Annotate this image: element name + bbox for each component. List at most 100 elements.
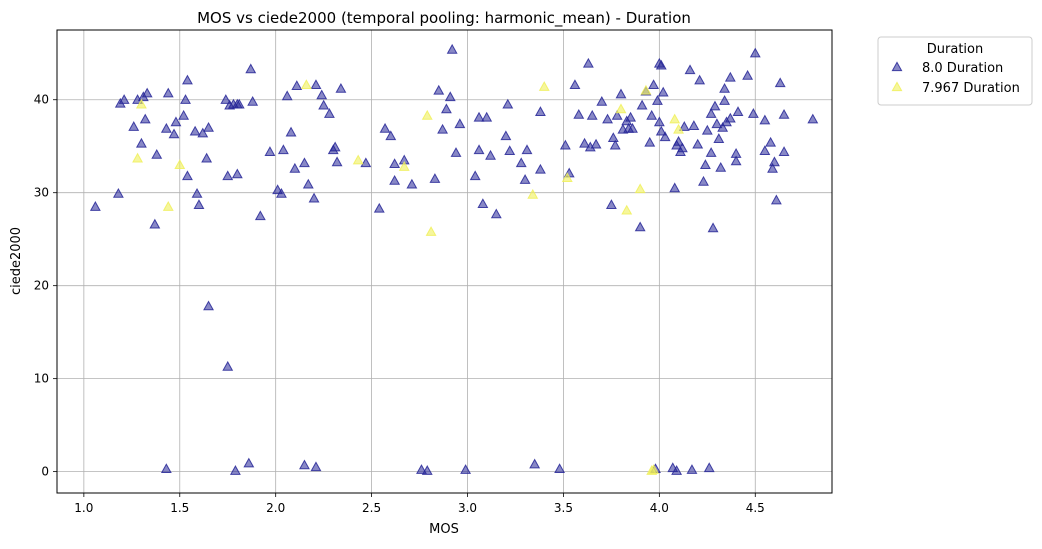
data-point [688,120,700,130]
data-point [352,154,364,165]
data-point [89,201,101,211]
data-point [310,79,322,90]
data-point [264,146,276,156]
data-point [671,465,683,475]
x-tick-label: 2.0 [266,501,285,515]
data-point [655,125,667,136]
y-tick-label: 10 [34,372,49,386]
data-point [162,87,174,98]
data-point [648,464,660,474]
data-point [648,79,660,90]
data-point [538,81,550,91]
data-point [132,152,144,163]
data-point [160,463,172,474]
data-point [490,208,502,219]
data-point [135,98,147,109]
legend-label: 7.967 Duration [922,81,1020,96]
data-point [285,126,297,137]
data-point [615,88,627,99]
data-point [561,172,573,183]
data-point [504,145,516,156]
data-point [749,47,761,58]
y-tick-label: 30 [34,186,49,200]
data-point [534,106,546,116]
data-point [692,138,704,149]
x-tick-label: 1.0 [74,501,93,515]
data-point [174,159,186,169]
data-point [229,465,241,475]
data-point [450,147,462,157]
data-point [135,137,147,148]
data-point [440,103,452,114]
data-point [634,183,646,194]
data-point [477,198,489,209]
data-point [233,98,245,109]
data-point [433,84,445,95]
data-point [446,43,458,54]
data-point [444,91,456,102]
data-point [529,458,541,469]
data-point [222,170,234,181]
data-point [705,147,717,157]
data-point [151,148,163,159]
data-point [699,159,711,169]
data-point [335,82,347,93]
data-point [454,118,466,129]
legend-marker [891,61,903,72]
chart-title: MOS vs ciede2000 (temporal pooling: harm… [197,9,691,28]
series-1 [89,43,819,475]
data-point [308,192,320,203]
data-point [373,202,385,213]
data-point [425,226,437,236]
data-point [201,152,213,163]
data-point [406,178,418,189]
data-point [421,109,433,120]
data-point [607,132,619,143]
data-point [519,174,531,184]
data-point [711,118,723,129]
data-point [473,111,485,122]
data-point [331,156,343,167]
data-point [636,99,648,110]
data-point [469,170,481,181]
data-point [569,79,581,90]
data-point [719,82,731,93]
legend: Duration 8.0 Duration 7.967 Duration [877,36,1033,106]
data-point [707,222,719,233]
data-point [747,108,759,118]
y-tick-label: 40 [34,93,49,107]
data-point [437,123,449,134]
data-point [277,144,289,155]
data-point [245,63,257,74]
data-point [275,188,287,198]
data-point [770,194,782,205]
data-point [168,128,180,139]
data-point [481,111,493,122]
data-point [559,139,571,150]
data-point [460,464,472,474]
data-point [389,158,401,169]
data-point [203,300,214,311]
data-point [730,155,742,166]
data-point [178,109,190,120]
data-point [705,108,717,118]
data-point [698,175,709,186]
data-point [767,162,778,173]
data-point [703,462,715,473]
data-point [673,135,684,146]
axis-ticks: 1.0 1.5 2.0 2.5 3.0 3.5 4.0 4.5 0 10 20 30 40 [34,93,765,515]
data-point [502,98,514,109]
data-point [646,109,658,120]
data-point [485,149,496,160]
data-point [669,182,681,193]
data-point [659,131,671,142]
data-point [473,144,485,155]
data-point [203,121,214,132]
data-point [220,94,232,104]
data-point [316,89,328,100]
x-tick-label: 4.5 [746,501,765,515]
data-point [579,137,590,148]
data-point [634,221,646,232]
data-point [149,218,161,229]
